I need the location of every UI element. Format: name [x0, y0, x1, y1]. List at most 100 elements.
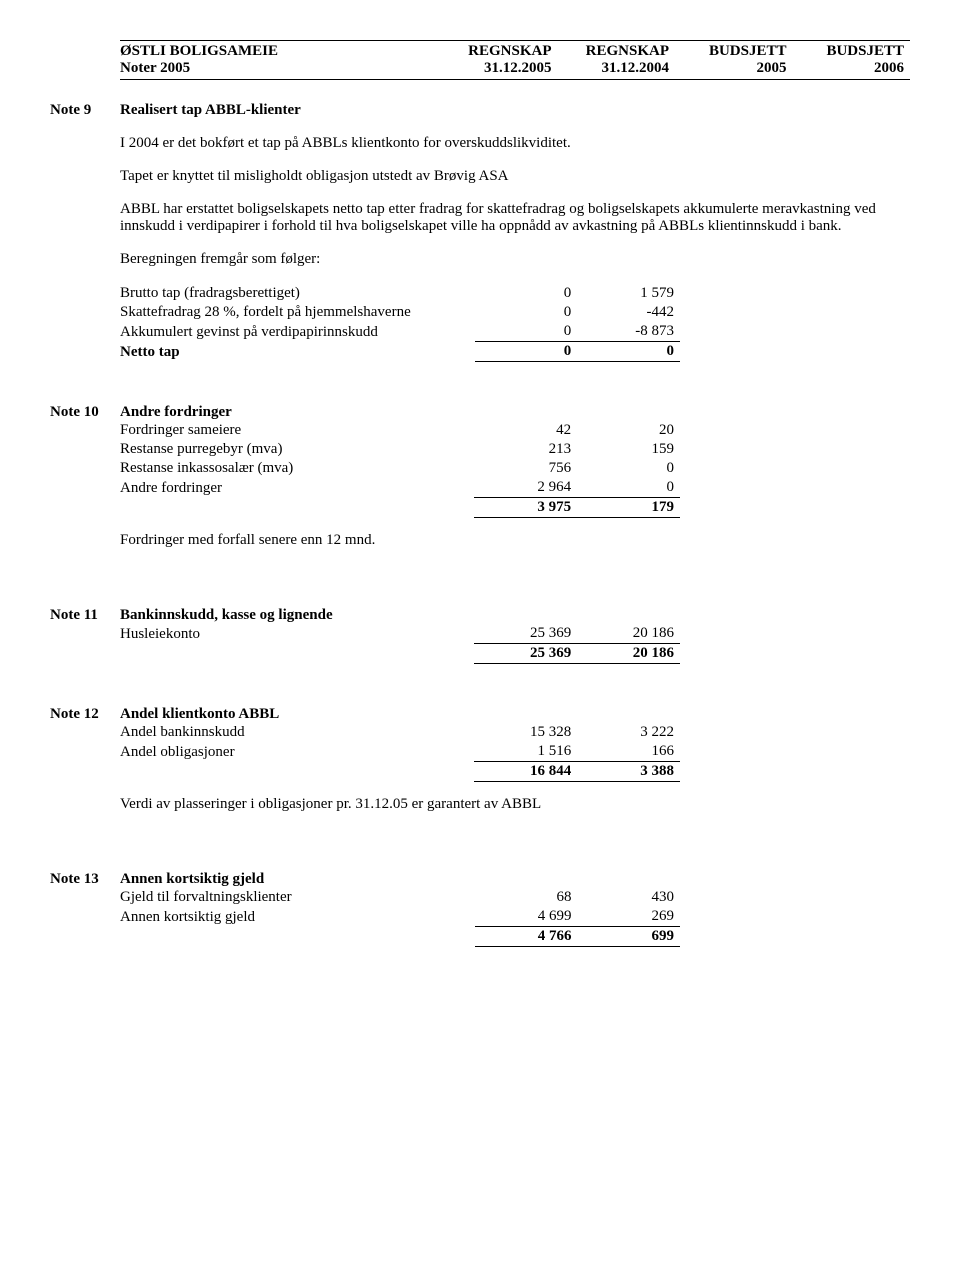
row-label: Akkumulert gevinst på verdipapirinnskudd — [120, 322, 475, 342]
note-title: Annen kortsiktig gjeld — [120, 871, 910, 888]
table-row: Andel obligasjoner 1 516 166 — [120, 742, 680, 762]
paragraph: ABBL har erstattet boligselskapets netto… — [120, 201, 910, 235]
table-total-row: 3 975 179 — [120, 498, 680, 518]
row-value: 159 — [577, 440, 680, 459]
note-number: Note 13 — [50, 871, 120, 947]
row-value: 68 — [475, 888, 577, 907]
note-title: Andre fordringer — [120, 404, 910, 421]
note-10: Note 10 Andre fordringer Fordringer same… — [50, 404, 910, 565]
table-row: Skattefradrag 28 %, fordelt på hjemmelsh… — [120, 303, 680, 322]
row-label: Brutto tap (fradragsberettiget) — [120, 284, 475, 303]
row-value: 0 — [475, 284, 577, 303]
paragraph: Tapet er knyttet til misligholdt obligas… — [120, 168, 910, 185]
note-9: Note 9 Realisert tap ABBL-klienter I 200… — [50, 102, 910, 362]
table-row: Fordringer sameiere 42 20 — [120, 421, 680, 440]
row-value: 42 — [474, 421, 577, 440]
row-value: 3 222 — [577, 723, 680, 742]
row-value: 4 766 — [475, 927, 577, 947]
col-head: 31.12.2004 — [558, 60, 676, 77]
row-value: 3 975 — [474, 498, 577, 518]
row-value: 213 — [474, 440, 577, 459]
note-title: Bankinnskudd, kasse og lignende — [120, 607, 910, 624]
row-label — [120, 644, 474, 664]
table-total-row: 16 844 3 388 — [120, 762, 680, 782]
col-head: REGNSKAP — [440, 43, 558, 60]
row-label — [120, 498, 474, 518]
col-head: 2006 — [793, 60, 911, 77]
col-head: 31.12.2005 — [440, 60, 558, 77]
row-value: 3 388 — [577, 762, 680, 782]
row-value: 0 — [577, 478, 680, 498]
row-value: 0 — [475, 342, 577, 362]
note12-table: Andel bankinnskudd 15 328 3 222 Andel ob… — [120, 723, 680, 782]
col-head: BUDSJETT — [675, 43, 793, 60]
row-value: 0 — [577, 342, 680, 362]
row-value: 0 — [577, 459, 680, 478]
note-title: Andel klientkonto ABBL — [120, 706, 910, 723]
note-13: Note 13 Annen kortsiktig gjeld Gjeld til… — [50, 871, 910, 947]
table-row: Gjeld til forvaltningsklienter 68 430 — [120, 888, 680, 907]
row-value: 16 844 — [474, 762, 577, 782]
row-value: 699 — [578, 927, 681, 947]
row-label — [120, 927, 475, 947]
row-label: Restanse purregebyr (mva) — [120, 440, 474, 459]
table-total-row: 25 369 20 186 — [120, 644, 680, 664]
row-label: Annen kortsiktig gjeld — [120, 907, 475, 927]
row-value: 0 — [475, 303, 577, 322]
row-label — [120, 762, 474, 782]
row-value: 15 328 — [474, 723, 577, 742]
note-11: Note 11 Bankinnskudd, kasse og lignende … — [50, 607, 910, 664]
note-title: Realisert tap ABBL-klienter — [120, 102, 910, 119]
row-value: 269 — [578, 907, 681, 927]
note9-table: Brutto tap (fradragsberettiget) 0 1 579 … — [120, 284, 680, 362]
note-number: Note 12 — [50, 706, 120, 829]
row-value: 1 579 — [577, 284, 680, 303]
row-label: Andel obligasjoner — [120, 742, 474, 762]
table-row: Akkumulert gevinst på verdipapirinnskudd… — [120, 322, 680, 342]
row-label: Skattefradrag 28 %, fordelt på hjemmelsh… — [120, 303, 475, 322]
table-row: Andre fordringer 2 964 0 — [120, 478, 680, 498]
table-total-row: Netto tap 0 0 — [120, 342, 680, 362]
row-value: 25 369 — [474, 644, 577, 664]
note-number: Note 10 — [50, 404, 120, 565]
table-row: Annen kortsiktig gjeld 4 699 269 — [120, 907, 680, 927]
row-value: 20 — [577, 421, 680, 440]
row-value: 2 964 — [474, 478, 577, 498]
row-value: 0 — [475, 322, 577, 342]
col-head: 2005 — [675, 60, 793, 77]
table-row: Husleiekonto 25 369 20 186 — [120, 624, 680, 644]
org-name: ØSTLI BOLIGSAMEIE — [120, 43, 440, 60]
note10-table: Fordringer sameiere 42 20 Restanse purre… — [120, 421, 680, 518]
table-row: Restanse inkassosalær (mva) 756 0 — [120, 459, 680, 478]
row-value: 4 699 — [475, 907, 577, 927]
row-label: Netto tap — [120, 342, 475, 362]
table-row: Andel bankinnskudd 15 328 3 222 — [120, 723, 680, 742]
note-number: Note 9 — [50, 102, 120, 362]
col-head: REGNSKAP — [558, 43, 676, 60]
row-value: 179 — [577, 498, 680, 518]
row-label: Husleiekonto — [120, 624, 474, 644]
note-footer: Verdi av plasseringer i obligasjoner pr.… — [120, 796, 910, 813]
row-label: Restanse inkassosalær (mva) — [120, 459, 474, 478]
row-value: -442 — [577, 303, 680, 322]
table-row: Brutto tap (fradragsberettiget) 0 1 579 — [120, 284, 680, 303]
paragraph: Beregningen fremgår som følger: — [120, 251, 910, 268]
note13-table: Gjeld til forvaltningsklienter 68 430 An… — [120, 888, 680, 947]
row-value: 756 — [474, 459, 577, 478]
col-head: BUDSJETT — [793, 43, 911, 60]
row-label: Andre fordringer — [120, 478, 474, 498]
row-value: 25 369 — [474, 624, 577, 644]
note-footer: Fordringer med forfall senere enn 12 mnd… — [120, 532, 910, 549]
row-label: Andel bankinnskudd — [120, 723, 474, 742]
row-value: 20 186 — [577, 624, 680, 644]
paragraph: I 2004 er det bokført et tap på ABBLs kl… — [120, 135, 910, 152]
note11-table: Husleiekonto 25 369 20 186 25 369 20 186 — [120, 624, 680, 664]
row-label: Gjeld til forvaltningsklienter — [120, 888, 475, 907]
sub-heading: Noter 2005 — [120, 60, 440, 77]
table-total-row: 4 766 699 — [120, 927, 680, 947]
row-value: 166 — [577, 742, 680, 762]
row-value: -8 873 — [577, 322, 680, 342]
row-value: 430 — [578, 888, 681, 907]
document-header: ØSTLI BOLIGSAMEIE REGNSKAP REGNSKAP BUDS… — [120, 40, 910, 80]
row-value: 1 516 — [474, 742, 577, 762]
